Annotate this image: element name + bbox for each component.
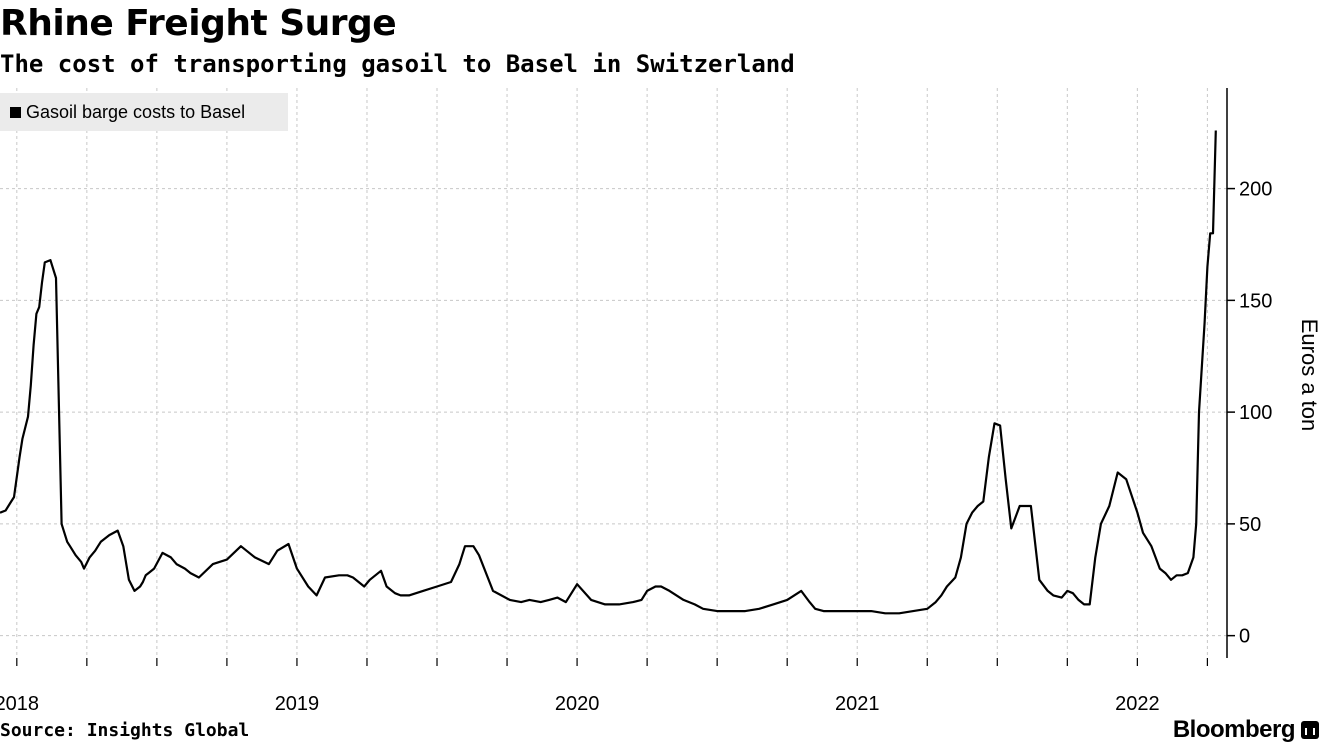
chart-subtitle: The cost of transporting gasoil to Basel… [0,50,795,78]
x-tick-label: 2022 [1115,693,1160,715]
y-tick-label: 150 [1239,290,1272,312]
series-line [0,130,1217,615]
chart-title: Rhine Freight Surge [0,3,397,44]
x-tick-label: 2018 [0,693,39,715]
x-axis-ticks: 2018 2019 2020 2021 2022 [0,658,1208,715]
x-tick-label: 2019 [275,693,320,715]
source-note: Source: Insights Global [0,720,250,741]
legend-swatch [10,106,21,118]
y-axis-label: Euros a ton [1297,319,1322,432]
grid-lines [0,88,1227,658]
x-tick-label: 2020 [555,693,600,715]
legend-label: Gasoil barge costs to Basel [26,101,246,122]
x-tick-label: 2021 [835,693,880,715]
brand-logo: Bloomberg [1173,716,1319,744]
y-tick-label: 50 [1239,514,1261,536]
legend: Gasoil barge costs to Basel [0,93,288,131]
y-tick-label: 100 [1239,402,1272,424]
brand-name: Bloomberg [1172,716,1296,743]
series-layer [0,130,1217,615]
y-axis: 0 50 100 150 200 [1226,88,1272,658]
bloomberg-terminal-icon [1301,721,1319,739]
y-tick-label: 200 [1239,179,1272,201]
y-tick-label: 0 [1239,626,1250,648]
